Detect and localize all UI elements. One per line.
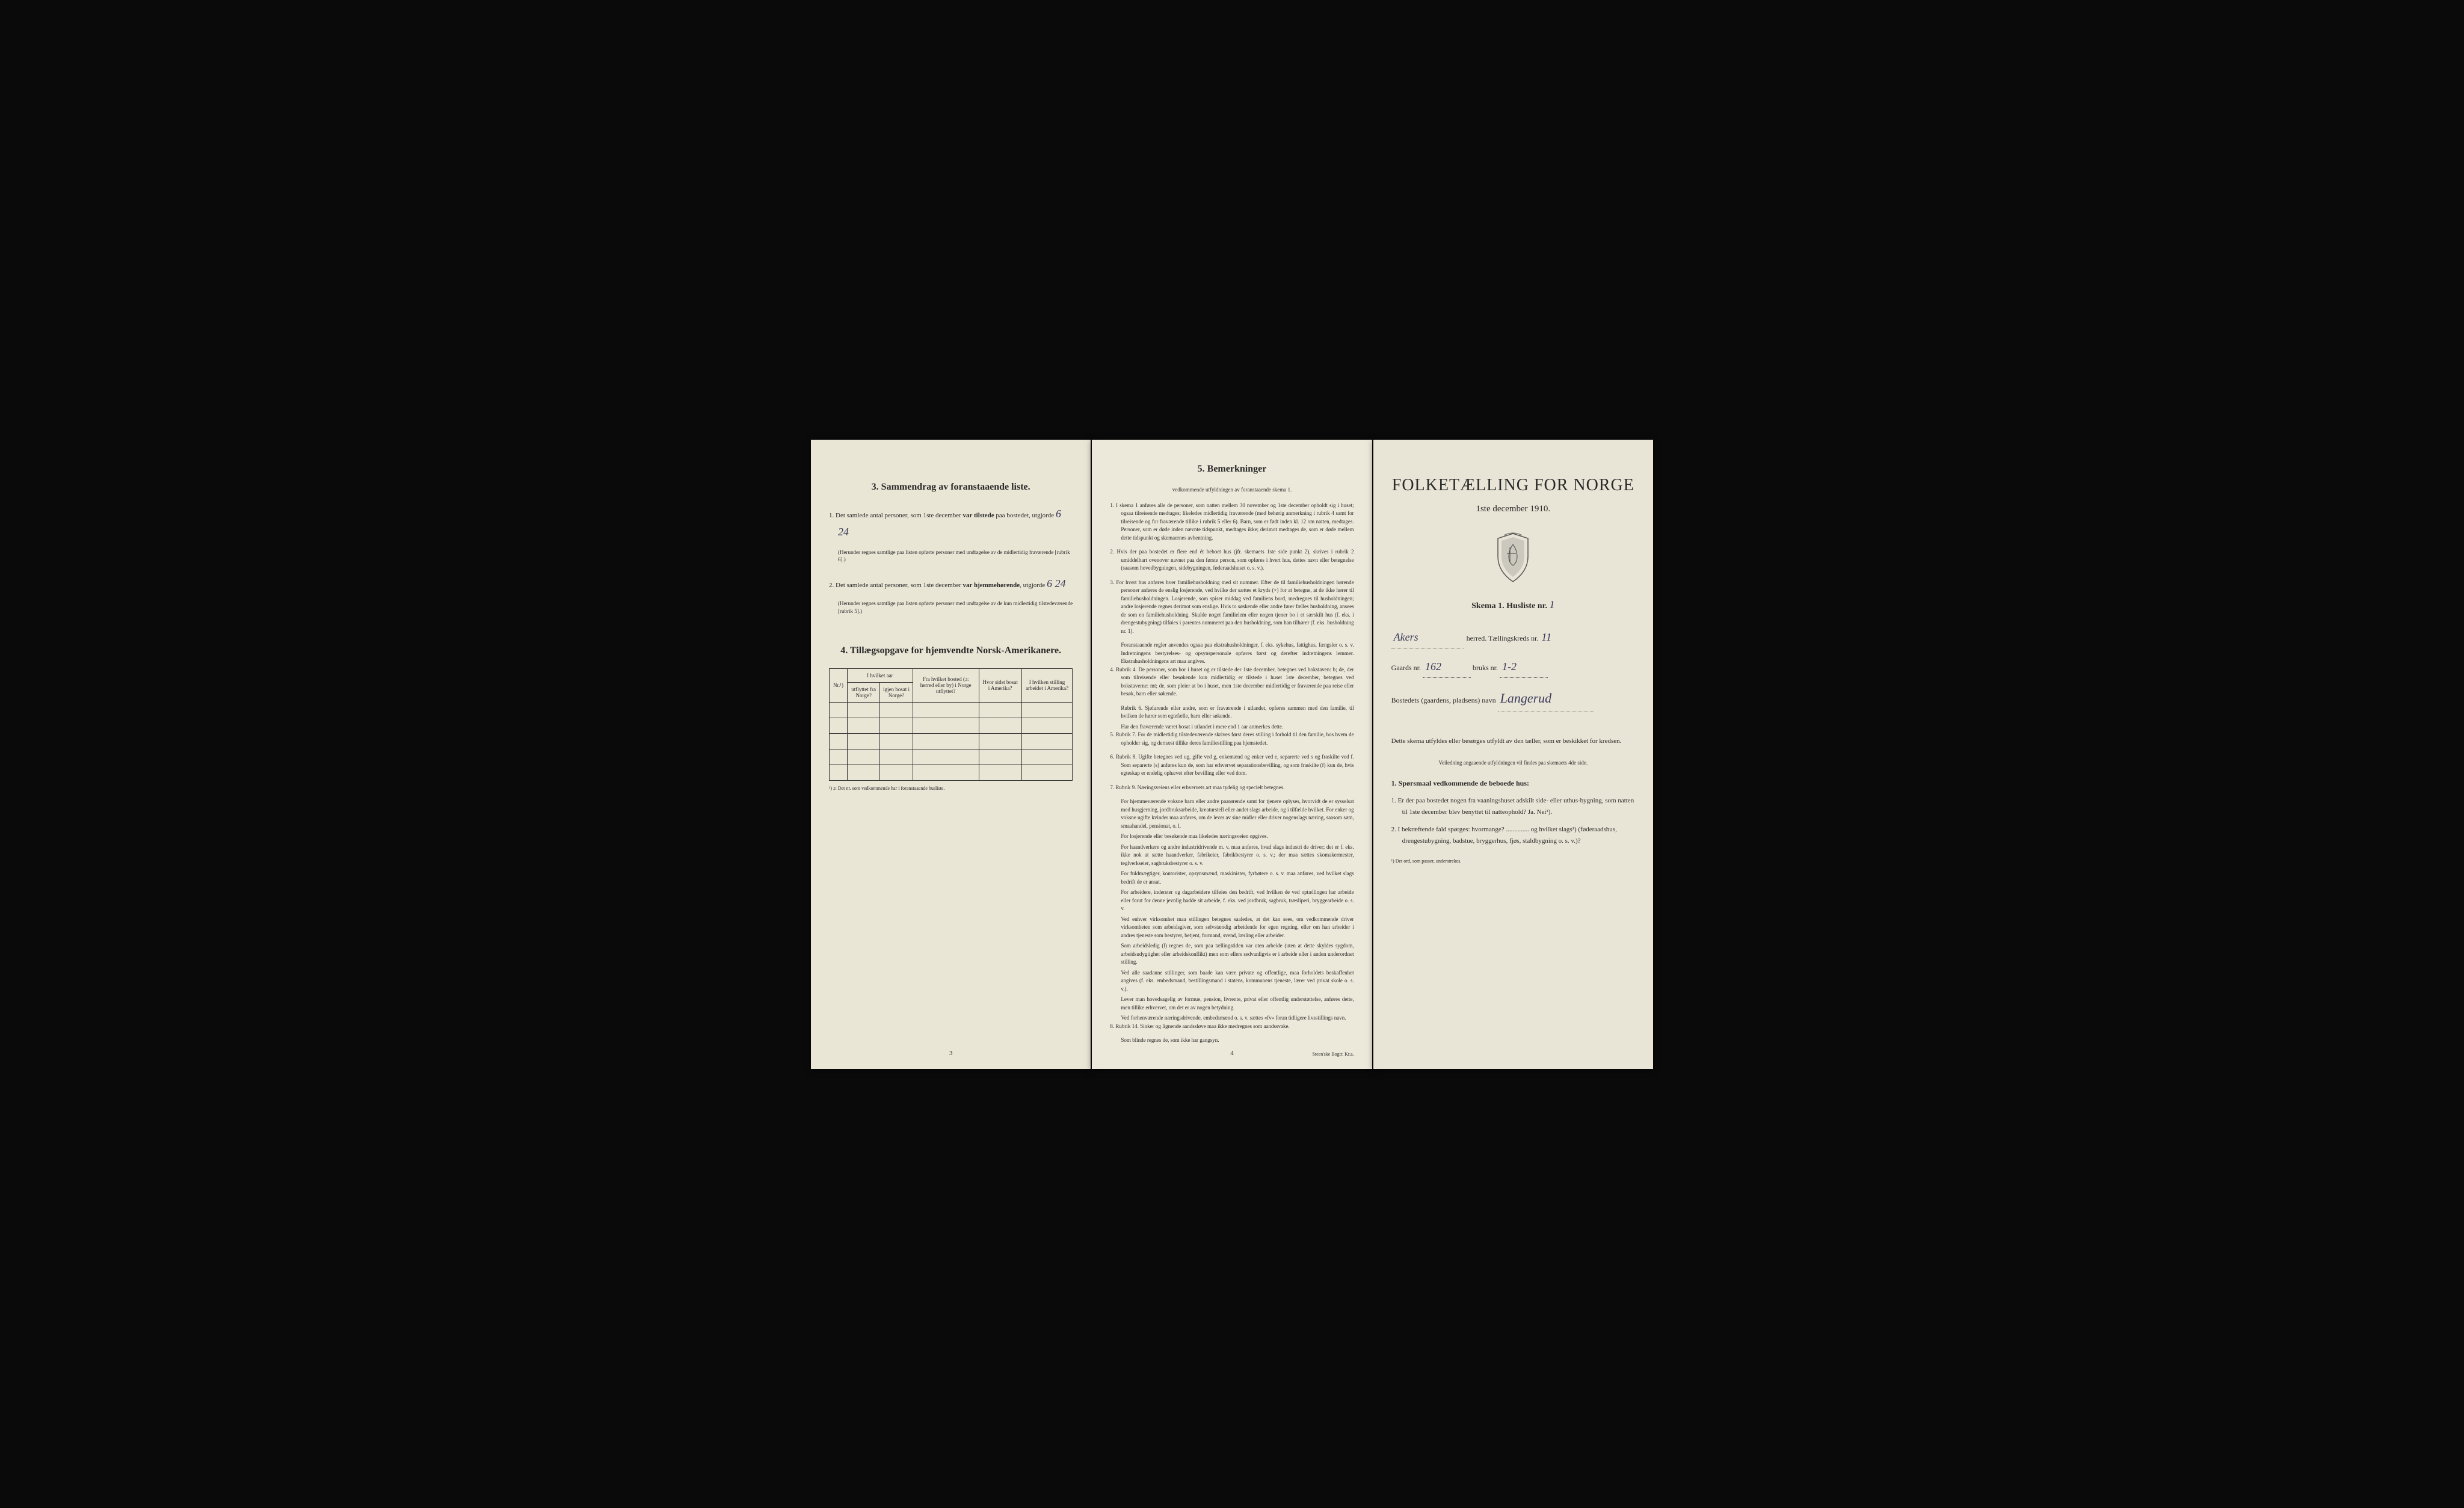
sub-7e: For arbeidere, inderster og dagarbeidere…	[1110, 888, 1354, 913]
section-5-title: 5. Bemerkninger	[1110, 464, 1354, 475]
section-3-title: 3. Sammendrag av foranstaaende liste.	[829, 482, 1073, 493]
item-2-value: 6 24	[1047, 577, 1066, 589]
sub-7j: Ved forhenværende næringsdrivende, embed…	[1110, 1014, 1354, 1023]
sub-7c: For haandverkere og andre industridriven…	[1110, 843, 1354, 868]
sub-7b: For losjerende eller besøkende maa likel…	[1110, 832, 1354, 841]
page-4: 5. Bemerkninger vedkommende utfyldningen…	[1092, 440, 1372, 1069]
tillegg-table: Nr.¹) I hvilket aar Fra hvilket bosted (…	[829, 668, 1073, 781]
instruction-4: 4. Rubrik 4. De personer, som bor i huse…	[1110, 666, 1354, 698]
sub-4a: Rubrik 6. Sjøfarende eller andre, som er…	[1110, 704, 1354, 721]
instruction-2: 2. Hvis der paa bostedet er flere end ét…	[1110, 548, 1354, 573]
instruction-7: 7. Rubrik 9. Næringsveiens eller erhverv…	[1110, 784, 1354, 792]
sub-7g: Som arbeidsledig (l) regnes de, som paa …	[1110, 942, 1354, 967]
section-4-title: 4. Tillægsopgave for hjemvendte Norsk-Am…	[829, 645, 1073, 656]
th-utflyttet: utflyttet fra Norge?	[848, 682, 880, 702]
body-text-1: Dette skema utfyldes eller besørges utfy…	[1391, 736, 1635, 747]
th-stilling: I hvilken stilling arbeidet i Amerika?	[1021, 668, 1073, 702]
sub-8a: Som blinde regnes de, som ikke har gangs…	[1110, 1036, 1354, 1045]
bosted-value: Langerud	[1498, 685, 1594, 712]
questions-heading: 1. Spørsmaal vedkommende de beboede hus:	[1391, 779, 1635, 788]
census-document: 3. Sammendrag av foranstaaende liste. 1.…	[811, 440, 1653, 1069]
kreds-value: 11	[1541, 626, 1551, 648]
herred-value: Akers	[1391, 626, 1464, 648]
instruction-1: 1. I skema 1 anføres alle de personer, s…	[1110, 502, 1354, 543]
herred-line: Akers herred. Tællingskreds nr. 11	[1391, 626, 1635, 648]
th-igjen: igjen bosat i Norge?	[880, 682, 913, 702]
sub-7d: For fuldmægtiger, kontorister, opsynsmæn…	[1110, 870, 1354, 886]
husliste-nr: 1	[1550, 599, 1555, 611]
th-bosted: Fra hvilket bosted (ɔ: herred eller by) …	[913, 668, 979, 702]
page-number-3: 3	[811, 1050, 1091, 1057]
skema-line: Skema 1. Husliste nr. 1	[1391, 599, 1635, 611]
item-1-note: (Herunder regnes samtlige paa listen opf…	[829, 549, 1073, 564]
cover-title: FOLKETÆLLING FOR NORGE	[1391, 476, 1635, 495]
sub-7a: For hjemmeværende voksne barn eller andr…	[1110, 798, 1354, 830]
bruks-value: 1-2	[1500, 656, 1548, 678]
sub-4b: Har den fraværende været bosat i utlande…	[1110, 723, 1354, 731]
sub-7f: Ved enhver virksomhet maa stillingen bet…	[1110, 916, 1354, 940]
instruction-8: 8. Rubrik 14. Sinker og lignende aandssl…	[1110, 1023, 1354, 1031]
gaards-value: 162	[1423, 656, 1471, 678]
table-footnote: ¹) ɔ: Det nr. som vedkommende har i fora…	[829, 786, 1073, 791]
bosted-line: Bostedets (gaardens, pladsens) navn Lang…	[1391, 685, 1635, 712]
instruction-5: 5. Rubrik 7. For de midlertidig tilstede…	[1110, 731, 1354, 747]
sub-7i: Lever man hovedsagelig av formue, pensio…	[1110, 996, 1354, 1012]
crest-icon	[1391, 532, 1635, 586]
cover-date: 1ste december 1910.	[1391, 504, 1635, 514]
page-3: 3. Sammendrag av foranstaaende liste. 1.…	[811, 440, 1091, 1069]
cover-footnote: ¹) Det ord, som passer, understrekes.	[1391, 858, 1635, 864]
instruction-6: 6. Rubrik 8. Ugifte betegnes ved ug, gif…	[1110, 753, 1354, 778]
sub-3a: Foranstaaende regler anvendes ogsaa paa …	[1110, 641, 1354, 666]
table-row	[830, 718, 1073, 733]
table-row	[830, 733, 1073, 749]
cover-page: FOLKETÆLLING FOR NORGE 1ste december 191…	[1373, 440, 1653, 1069]
sub-7h: Ved alle saadanne stillinger, som baade …	[1110, 969, 1354, 994]
th-nr: Nr.¹)	[830, 668, 848, 702]
table-row	[830, 749, 1073, 765]
item-2-note: (Herunder regnes samtlige paa listen opf…	[829, 600, 1073, 615]
question-1: 1. Er der paa bostedet nogen fra vaaning…	[1391, 795, 1635, 817]
instruction-3: 3. For hvert hus anføres hver familiehus…	[1110, 579, 1354, 636]
table-row	[830, 702, 1073, 718]
section-5-subtitle: vedkommende utfyldningen av foranstaaend…	[1110, 487, 1354, 493]
question-2: 2. I bekræftende fald spørges: hvormange…	[1391, 824, 1635, 846]
item-1: 1. Det samlede antal personer, som 1ste …	[829, 505, 1073, 541]
item-2: 2. Det samlede antal personer, som 1ste …	[829, 574, 1073, 593]
th-aar: I hvilket aar	[848, 668, 913, 682]
printer-mark: Steen'ske Bogtr. Kr.a.	[1312, 1051, 1354, 1057]
th-amerika: Hvor sidst bosat i Amerika?	[979, 668, 1021, 702]
body-text-2: Veiledning angaaende utfyldningen vil fi…	[1391, 759, 1635, 767]
gaards-line: Gaards nr. 162 bruks nr. 1-2	[1391, 656, 1635, 678]
table-row	[830, 765, 1073, 780]
instruction-list: 1. I skema 1 anføres alle de personer, s…	[1110, 502, 1354, 1045]
